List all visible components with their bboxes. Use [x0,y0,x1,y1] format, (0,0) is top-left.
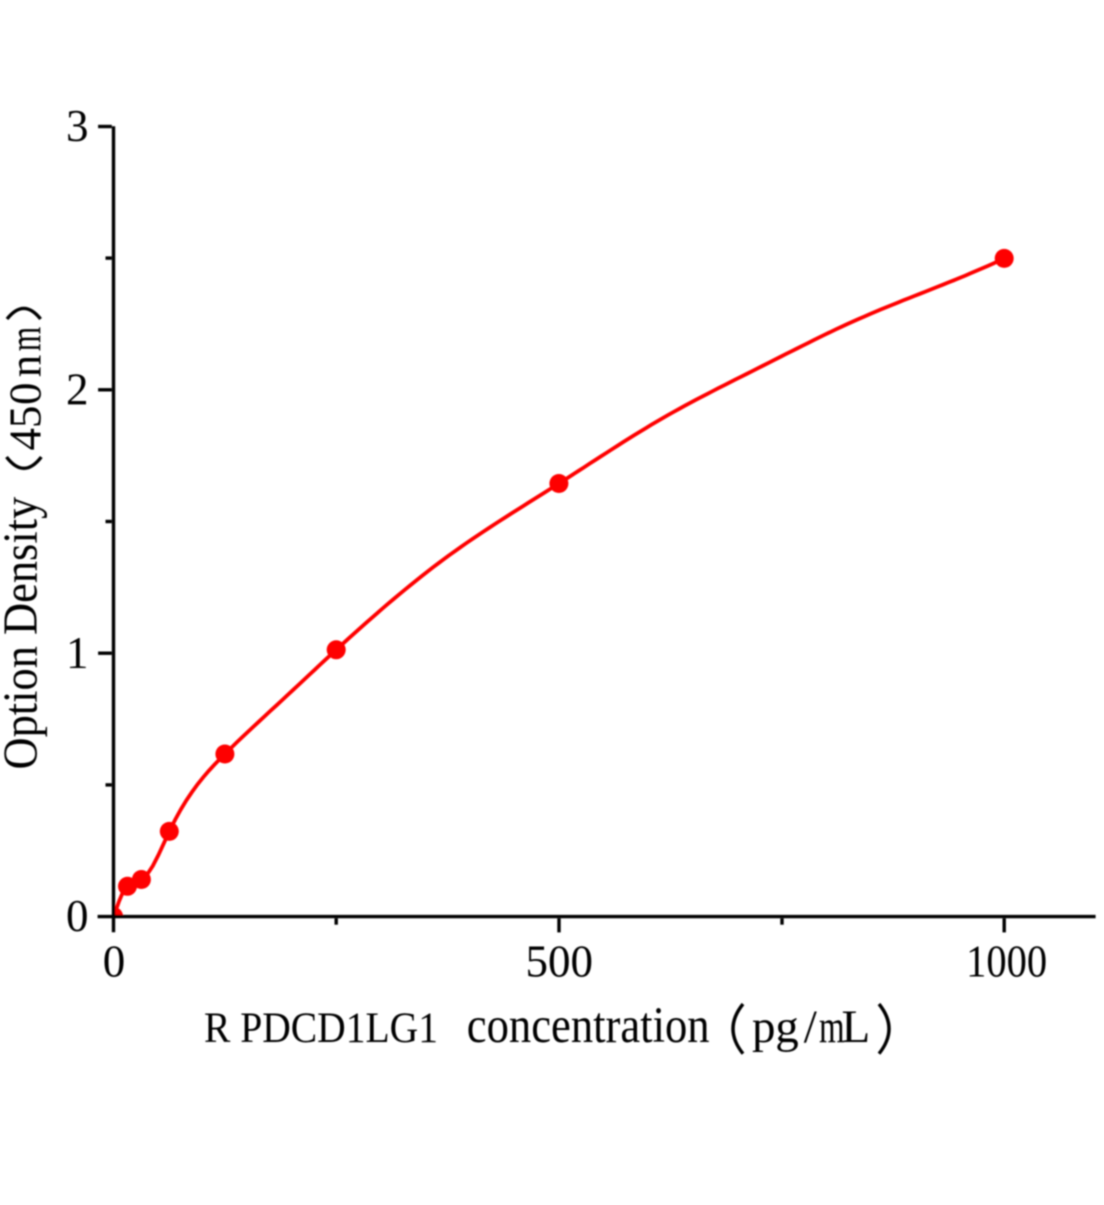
svg-text:L: L [842,1001,871,1053]
svg-text:m: m [819,1000,845,1052]
svg-text:m: m [1,327,51,351]
svg-text:2: 2 [66,365,89,415]
svg-text:Option Density: Option Density [0,496,48,769]
svg-text:0: 0 [66,891,89,941]
svg-text:g: g [775,1001,799,1053]
svg-text:1000: 1000 [966,938,1047,987]
svg-text:500: 500 [526,936,594,986]
svg-text:1: 1 [66,628,89,678]
svg-text:3: 3 [66,101,89,151]
svg-text:concentration: concentration [467,997,710,1053]
svg-text:p: p [752,1001,776,1053]
svg-text:R PDCD1LG1: R PDCD1LG1 [204,1003,438,1051]
svg-text:n: n [1,355,51,378]
svg-text:5: 5 [1,406,51,429]
svg-text:/: / [804,1001,818,1053]
svg-text:0: 0 [103,936,126,986]
svg-text:0: 0 [1,383,51,406]
svg-text:4: 4 [1,428,51,451]
